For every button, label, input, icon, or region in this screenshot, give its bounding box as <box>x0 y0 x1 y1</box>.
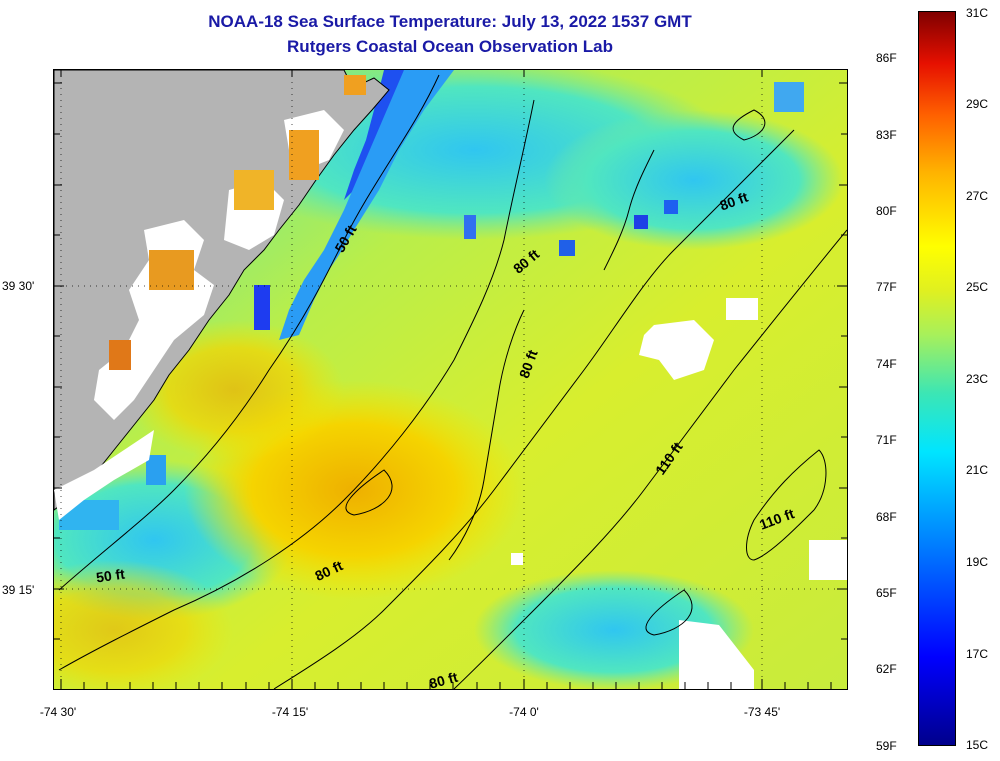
contour-label: 50 ft <box>95 566 126 586</box>
longitude-label: -73 45' <box>743 705 781 719</box>
warm-bay-pixels <box>109 340 131 370</box>
cold-water-pixels <box>464 215 476 239</box>
grid-lines <box>54 70 847 689</box>
colorbar-celsius-label: 23C <box>966 372 989 386</box>
warm-bay-pixels <box>344 75 366 95</box>
colorbar-fahrenheit-label: 77F <box>876 280 897 294</box>
cold-water-pixels <box>774 82 804 112</box>
colorbar-celsius-label: 31C <box>966 6 989 20</box>
colorbar-celsius-label: 15C <box>966 738 989 752</box>
warm-bay-pixels <box>149 250 194 290</box>
cold-water-pixels <box>634 215 648 229</box>
cold-water-pixels <box>279 70 454 340</box>
cloud-area <box>726 298 758 320</box>
map-subtitle: Rutgers Coastal Ocean Observation Lab <box>287 37 613 56</box>
colorbar-celsius-label: 21C <box>966 463 989 477</box>
longitude-label: -74 15' <box>271 705 309 719</box>
colorbar-fahrenheit-label: 74F <box>876 357 897 371</box>
colorbar-fahrenheit-label: 83F <box>876 128 897 142</box>
cloud-area <box>809 540 847 580</box>
cloud-area <box>679 620 754 689</box>
latitude-label: 39 15' <box>2 583 35 597</box>
bathymetry-contours <box>58 74 847 689</box>
warm-bay-pixels <box>234 170 274 210</box>
colorbar-celsius-label: 19C <box>966 555 989 569</box>
cool-water-region <box>544 110 844 250</box>
axis-ticks <box>54 70 847 689</box>
colorbar-fahrenheit-label: 86F <box>876 51 897 65</box>
colorbar-fahrenheit-label: 80F <box>876 204 897 218</box>
colorbar-fahrenheit-label: 65F <box>876 586 897 600</box>
contour-label: 80 ft <box>427 669 459 689</box>
cloud-area <box>639 320 714 380</box>
colorbar-celsius-label: 29C <box>966 97 989 111</box>
temperature-colorbar <box>918 11 956 746</box>
colorbar-celsius-label: 25C <box>966 280 989 294</box>
cold-water-pixels <box>559 240 575 256</box>
longitude-label: -74 30' <box>39 705 77 719</box>
colorbar-celsius-label: 17C <box>966 647 989 661</box>
cloud-area <box>511 553 523 565</box>
colorbar-fahrenheit-label: 62F <box>876 662 897 676</box>
cold-water-pixels <box>664 200 678 214</box>
cold-water-pixels <box>146 455 166 485</box>
cold-water-pixels <box>254 285 270 330</box>
colorbar-fahrenheit-label: 59F <box>876 739 897 753</box>
sst-map-canvas: 50 ft 80 ft 80 ft 80 ft 80 ft 80 ft 110 … <box>54 70 847 689</box>
colorbar-fahrenheit-label: 71F <box>876 433 897 447</box>
sst-map: 50 ft 80 ft 80 ft 80 ft 80 ft 80 ft 110 … <box>53 69 848 690</box>
warm-water-region <box>54 560 234 689</box>
longitude-label: -74 0' <box>509 705 539 719</box>
map-title: NOAA-18 Sea Surface Temperature: July 13… <box>208 12 692 31</box>
colorbar-fahrenheit-label: 68F <box>876 510 897 524</box>
warm-bay-pixels <box>289 130 319 180</box>
latitude-label: 39 30' <box>2 279 35 293</box>
colorbar-celsius-label: 27C <box>966 189 989 203</box>
cloud-area <box>54 430 154 520</box>
cold-water-pixels <box>344 70 404 200</box>
